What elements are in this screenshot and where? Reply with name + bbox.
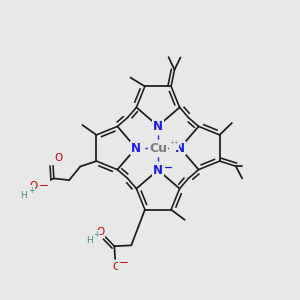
Text: +: + bbox=[93, 230, 100, 239]
Text: +: + bbox=[28, 186, 35, 195]
Text: Cu: Cu bbox=[149, 142, 167, 154]
Text: −: − bbox=[39, 179, 49, 192]
Text: N: N bbox=[175, 142, 185, 154]
Text: −: − bbox=[119, 256, 129, 269]
Text: O: O bbox=[29, 181, 38, 190]
Text: N: N bbox=[131, 142, 141, 154]
Text: H: H bbox=[20, 191, 27, 200]
Text: O: O bbox=[54, 153, 62, 163]
Text: H: H bbox=[86, 236, 93, 245]
Text: N: N bbox=[153, 119, 163, 133]
Text: O: O bbox=[112, 262, 120, 272]
Text: O: O bbox=[96, 227, 105, 237]
Text: ⁺⁺: ⁺⁺ bbox=[169, 140, 179, 149]
Text: N: N bbox=[153, 164, 163, 176]
Text: −: − bbox=[164, 163, 174, 173]
